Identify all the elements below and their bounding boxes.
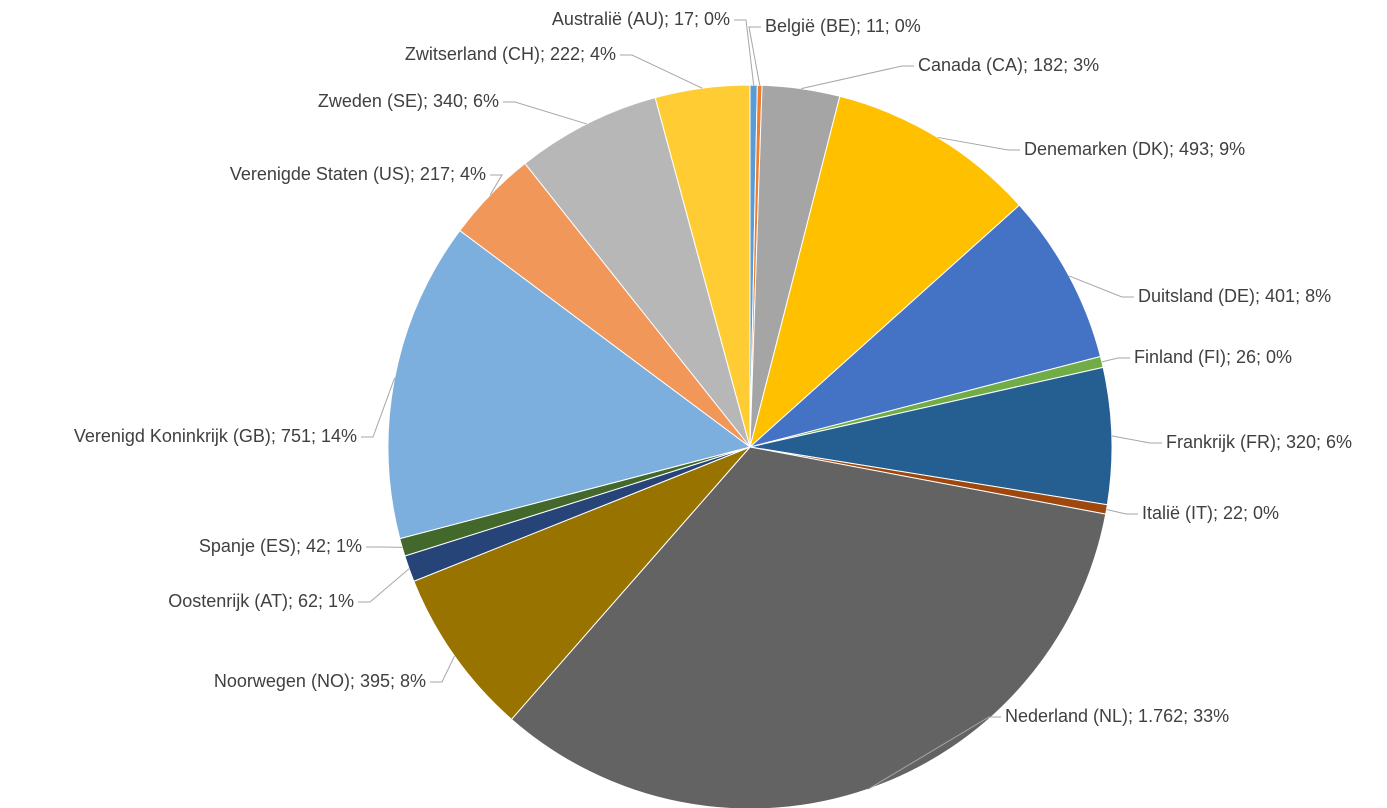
leader-line xyxy=(489,174,503,196)
data-label: Oostenrijk (AT); 62; 1% xyxy=(168,591,354,611)
data-label: Nederland (NL); 1.762; 33% xyxy=(1005,706,1229,726)
leader-line xyxy=(801,65,914,90)
data-label: België (BE); 11; 0% xyxy=(765,16,921,36)
data-label: Verenigde Staten (US); 217; 4% xyxy=(230,164,486,184)
data-label: Italië (IT); 22; 0% xyxy=(1142,503,1279,523)
leader-line xyxy=(620,54,703,89)
data-label: Verenigd Koninkrijk (GB); 751; 14% xyxy=(74,426,357,446)
data-label: Noorwegen (NO); 395; 8% xyxy=(214,671,426,691)
data-label: Frankrijk (FR); 320; 6% xyxy=(1166,432,1352,452)
data-label: Australië (AU); 17; 0% xyxy=(552,9,730,29)
leader-line xyxy=(430,655,455,683)
data-label: Zwitserland (CH); 222; 4% xyxy=(405,44,616,64)
leader-line xyxy=(1101,357,1130,363)
leader-line xyxy=(867,716,1001,790)
data-label: Duitsland (DE); 401; 8% xyxy=(1138,286,1331,306)
leader-line xyxy=(1111,435,1162,444)
leader-line xyxy=(734,19,755,86)
pie-slice xyxy=(749,204,1102,448)
pie-slice xyxy=(654,84,751,448)
data-label: Zweden (SE); 340; 6% xyxy=(318,91,499,111)
leader-line xyxy=(361,377,396,438)
data-label: Canada (CA); 182; 3% xyxy=(918,55,1099,75)
pie-slice xyxy=(749,95,1021,449)
leader-line xyxy=(1106,508,1138,515)
data-label: Denemarken (DK); 493; 9% xyxy=(1024,139,1245,159)
leader-line xyxy=(1068,275,1134,298)
pie-slice xyxy=(749,366,1113,506)
pie-slice xyxy=(413,446,751,721)
data-label: Spanje (ES); 42; 1% xyxy=(199,536,362,556)
leader-line xyxy=(937,136,1020,151)
leader-line xyxy=(358,568,410,603)
pie-slice xyxy=(387,229,752,540)
data-label: Finland (FI); 26; 0% xyxy=(1134,347,1292,367)
leader-line xyxy=(748,26,761,86)
leader-line xyxy=(503,101,587,125)
